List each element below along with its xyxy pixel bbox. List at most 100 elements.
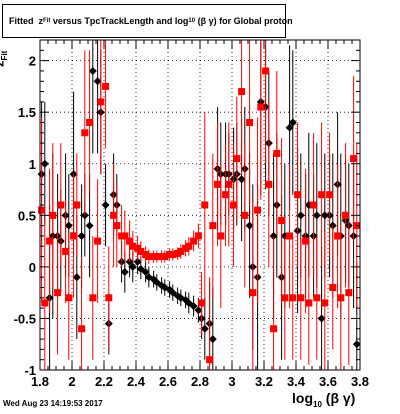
data-point-red [294, 191, 302, 199]
data-point-red [185, 242, 193, 250]
data-point-red [102, 82, 110, 90]
data-point-red [126, 237, 134, 245]
data-point-red [89, 294, 97, 302]
data-point-black [194, 306, 203, 315]
title-end: (β γ) for Global proton [197, 16, 293, 26]
data-point-red [73, 201, 81, 209]
x-tick-label: 2 [68, 374, 75, 389]
data-point-red [238, 88, 246, 96]
title-z-sub: Fit [43, 18, 51, 24]
data-point-red [329, 284, 337, 291]
data-point-red [94, 237, 102, 245]
data-point-red [137, 247, 145, 255]
data-point-black [141, 268, 150, 277]
data-point-red [209, 222, 217, 230]
data-point-red [297, 294, 305, 302]
data-point-red [201, 201, 209, 209]
data-point-red [57, 201, 65, 209]
data-point-red [265, 180, 273, 188]
x-tick-label: 3.2 [255, 374, 273, 389]
y-tick-label: 2 [29, 54, 36, 69]
x-tick-label: 3.4 [287, 374, 306, 389]
data-point-red [305, 299, 313, 307]
data-point-red [177, 247, 185, 255]
data-point-red [81, 129, 89, 137]
data-point-black [200, 324, 209, 333]
data-point-red [257, 103, 265, 111]
xlabel-main: log [292, 390, 313, 406]
ylabel-main: z [0, 60, 6, 67]
data-point-red [278, 216, 286, 224]
data-point-red [302, 237, 310, 245]
data-point-black [120, 268, 129, 277]
ticks-layer: 1.8 2 2.2 2.4 2.6 2.8 3 3.2 3.4 3.6 3.8 -1 -0.5 0 0.5 1… [14, 39, 369, 389]
data-point-red [129, 242, 137, 250]
data-point-red [310, 201, 318, 209]
data-point-red [254, 206, 262, 214]
data-point-red [190, 237, 198, 245]
data-point-red [54, 289, 62, 297]
data-point-black [245, 221, 254, 230]
data-point-black [237, 175, 246, 184]
y-tick-label: 0.5 [18, 208, 36, 223]
data-point-black [189, 302, 198, 311]
data-point-red [246, 119, 254, 126]
data-point-black [88, 66, 97, 75]
x-tick-label: 2.8 [191, 374, 209, 389]
data-point-red [345, 289, 353, 297]
data-point-red [318, 191, 326, 199]
data-point-red [41, 299, 49, 307]
title-main: Fitted [9, 16, 34, 26]
x-tick-label: 2.6 [159, 374, 177, 389]
chart-title: Fitted z Fit versus TpcTrackLength and lo… [2, 4, 293, 38]
data-point-red [110, 211, 118, 219]
data-point-red [326, 191, 334, 199]
x-tick-label: 3.8 [351, 374, 369, 389]
data-point-red [273, 149, 281, 157]
data-point-red [153, 253, 161, 261]
data-point-red [230, 201, 238, 209]
data-point-black [93, 77, 102, 86]
data-point-red [97, 98, 105, 106]
data-point-red [321, 299, 329, 307]
data-point-red [217, 232, 225, 240]
x-tick-label: 3 [228, 374, 235, 389]
data-point-red [249, 289, 257, 297]
data-point-red [225, 180, 233, 188]
data-point-black [77, 231, 86, 240]
y-tick-label: 1.5 [18, 105, 36, 120]
title-log-sub: 10 [188, 18, 196, 24]
data-point-black [72, 273, 81, 282]
data-point-red [169, 251, 177, 258]
data-point-red [233, 155, 241, 163]
x-tick-label: 3.6 [319, 374, 337, 389]
data-point-red [222, 191, 230, 199]
date-stamp: Wed Aug 23 14:19:53 2017 [3, 399, 103, 408]
x-tick-label: 2.4 [127, 374, 146, 389]
data-point-red [194, 232, 202, 240]
data-point-red [313, 294, 321, 302]
data-point-black [64, 221, 73, 230]
data-point-red [62, 247, 70, 255]
data-point-black [288, 118, 297, 127]
x-tick-label: 2.2 [95, 374, 113, 389]
data-point-red [113, 222, 121, 230]
data-point-red [86, 119, 94, 126]
data-point-red [286, 232, 294, 240]
data-point-black [352, 340, 361, 349]
y-tick-label: 1 [29, 157, 36, 172]
x-tick-label: 1.8 [31, 374, 49, 389]
xlabel-sub: 10 [313, 399, 322, 409]
y-tick-label: -1 [24, 363, 36, 378]
data-point-red [105, 294, 113, 302]
data-point-red [281, 294, 289, 302]
data-point-red [145, 253, 153, 261]
data-point-red [49, 211, 57, 219]
data-point-red [214, 180, 222, 188]
data-point-red [78, 325, 86, 333]
data-point-red [337, 294, 345, 302]
data-point-red [161, 253, 169, 261]
x-axis-label: log10 (β γ) [292, 390, 355, 409]
y-tick-label: -0.5 [14, 311, 36, 326]
